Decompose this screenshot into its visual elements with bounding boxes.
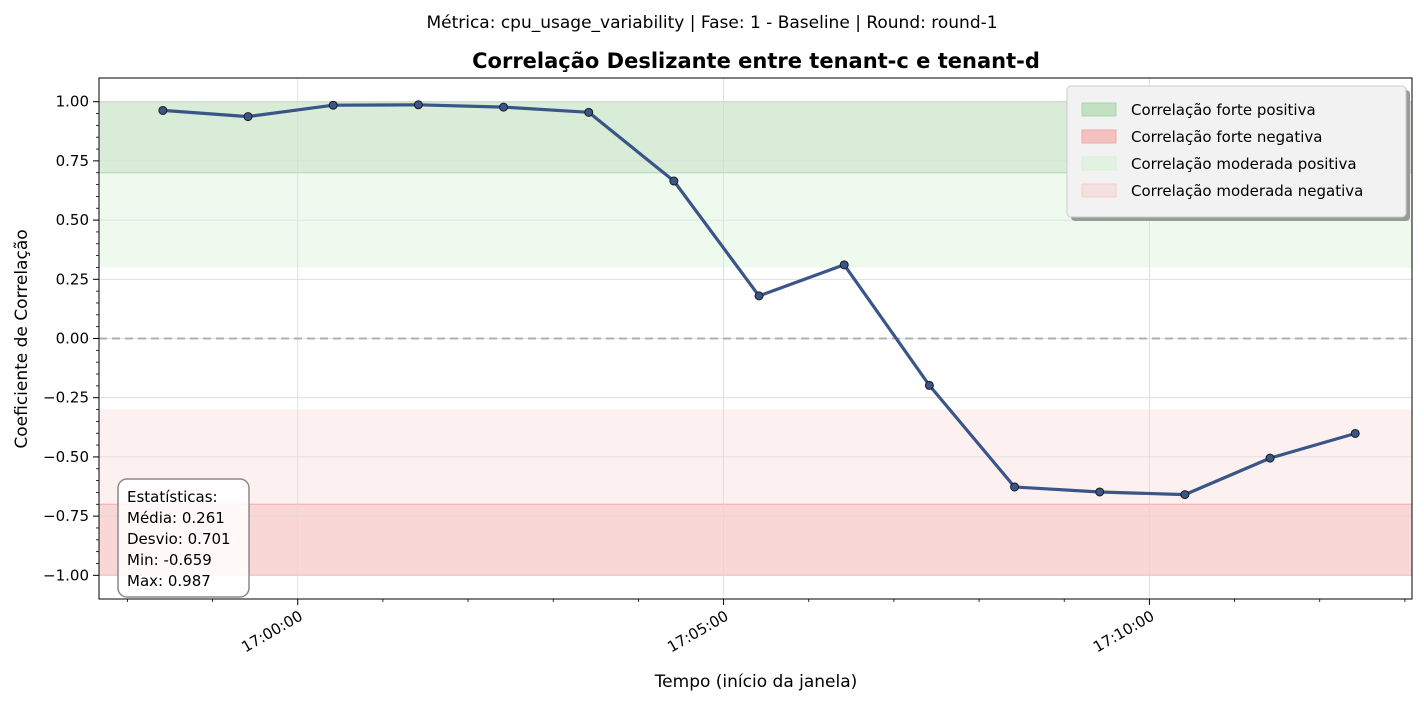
chart-suptitle: Métrica: cpu_usage_variability | Fase: 1… xyxy=(426,13,997,33)
data-point xyxy=(158,105,168,115)
band-correlacao-forte-negativa xyxy=(99,504,1412,576)
legend-label-correlacao-moderada-negativa: Correlação moderada negativa xyxy=(1131,182,1363,200)
x-tick-label: 17:10:00 xyxy=(1090,607,1157,656)
data-point xyxy=(413,100,423,110)
statistics-max: Max: 0.987 xyxy=(127,572,211,590)
y-tick-label: −0.75 xyxy=(43,507,89,525)
y-tick-label: −0.50 xyxy=(43,448,89,466)
legend-label-correlacao-forte-negativa: Correlação forte negativa xyxy=(1131,128,1322,146)
data-point xyxy=(584,107,594,117)
legend-label-correlacao-moderada-positiva: Correlação moderada positiva xyxy=(1131,155,1357,173)
statistics-mean: Média: 0.261 xyxy=(127,509,225,527)
statistics-title: Estatísticas: xyxy=(127,488,218,506)
legend-swatch-correlacao-forte-negativa xyxy=(1081,129,1117,144)
x-axis-ticks: 17:00:00 17:05:00 17:10:00 xyxy=(126,599,1406,656)
x-axis-label: Tempo (início da janela) xyxy=(654,672,858,692)
data-point xyxy=(1010,482,1020,492)
legend: Correlação forte positiva Correlação fort… xyxy=(1066,85,1410,221)
y-tick-label: 0.00 xyxy=(56,330,89,348)
data-point xyxy=(1180,490,1190,500)
statistics-box: Estatísticas: Média: 0.261 Desvio: 0.701… xyxy=(117,478,250,598)
statistics-frame xyxy=(117,478,250,598)
y-axis-label: Coeficiente de Correlação xyxy=(12,229,32,448)
legend-swatch-correlacao-moderada-negativa xyxy=(1081,183,1117,198)
data-point xyxy=(499,102,509,112)
data-point xyxy=(839,260,849,270)
data-point xyxy=(1095,487,1105,497)
data-point xyxy=(1265,453,1275,463)
correlation-series xyxy=(158,100,1360,500)
data-point xyxy=(669,176,679,186)
y-axis-ticks: 1.00 0.75 0.50 0.25 0.00 −0.25 −0.50 −0.75 −1.00 xyxy=(43,93,99,584)
legend-swatch-correlacao-moderada-positiva xyxy=(1081,156,1117,171)
y-tick-label: −1.00 xyxy=(43,566,89,584)
statistics-min: Min: -0.659 xyxy=(127,551,212,569)
y-tick-label: −0.25 xyxy=(43,389,89,407)
y-tick-label: 0.25 xyxy=(56,270,89,288)
legend-box xyxy=(1066,85,1407,218)
x-tick-label: 17:00:00 xyxy=(238,607,305,656)
data-point xyxy=(328,100,338,110)
y-tick-label: 1.00 xyxy=(56,93,89,111)
chart-title: Correlação Deslizante entre tenant-c e t… xyxy=(472,49,1040,73)
grid-lines xyxy=(99,78,1412,599)
x-tick-label: 17:05:00 xyxy=(664,607,731,656)
legend-swatch-correlacao-forte-positiva xyxy=(1081,102,1117,117)
y-tick-label: 0.75 xyxy=(56,152,89,170)
data-point xyxy=(1350,428,1360,438)
data-point xyxy=(243,112,253,122)
legend-label-correlacao-forte-positiva: Correlação forte positiva xyxy=(1131,101,1316,119)
y-tick-label: 0.50 xyxy=(56,211,89,229)
statistics-std: Desvio: 0.701 xyxy=(127,530,231,548)
data-point xyxy=(754,291,764,301)
data-point xyxy=(924,380,934,390)
